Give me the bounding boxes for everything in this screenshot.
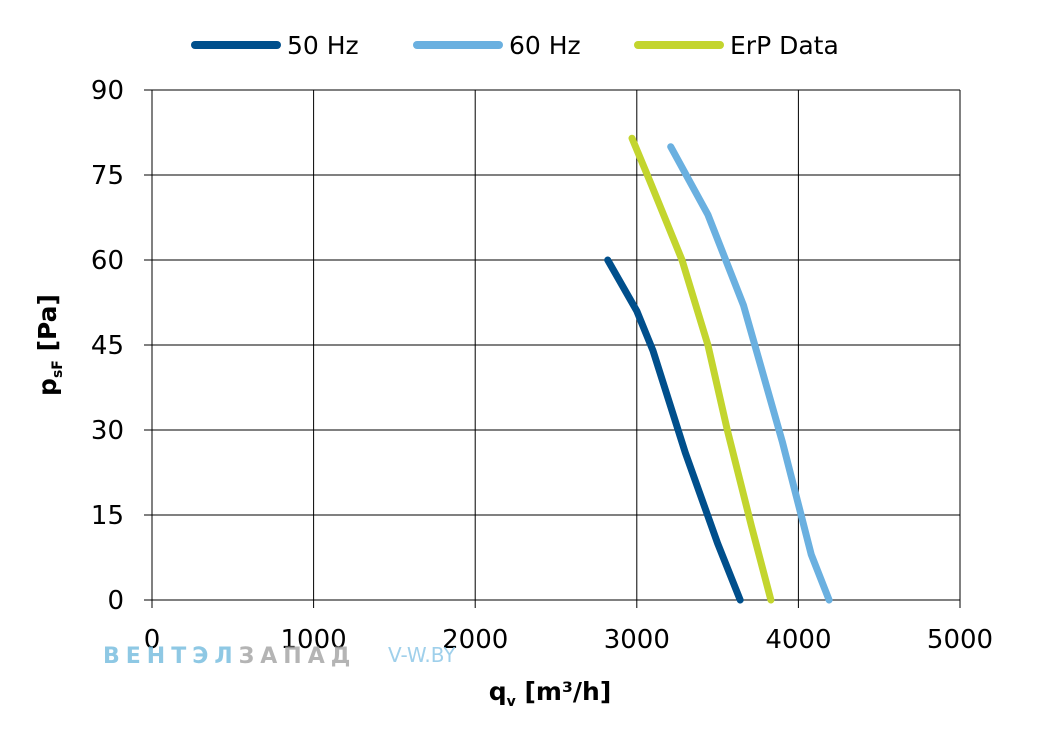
series-line	[628, 134, 775, 604]
x-tick-label: 3000	[604, 625, 670, 655]
watermark-brand-part2: ЗАПАД	[239, 644, 357, 669]
y-tick-label: 15	[91, 501, 124, 531]
y-tick-label: 30	[91, 416, 124, 446]
legend-label: 50 Hz	[287, 31, 359, 60]
y-tick-label: 60	[91, 246, 124, 276]
series-layer	[604, 134, 833, 604]
legend-label: ErP Data	[730, 31, 839, 60]
y-tick-label: 0	[107, 586, 124, 616]
x-tick-label: 1000	[281, 625, 347, 655]
series-line	[667, 143, 833, 604]
svg-text:ВЕНТЭЛЗАПАД: ВЕНТЭЛЗАПАД	[103, 644, 356, 669]
legend-label: 60 Hz	[509, 31, 581, 60]
series-line	[604, 256, 744, 604]
x-tick-label: 5000	[927, 625, 993, 655]
y-axis-title: psF [Pa]	[33, 294, 66, 396]
x-tick-label: 4000	[765, 625, 831, 655]
y-tick-label: 45	[91, 331, 124, 361]
y-tick-label: 75	[91, 161, 124, 191]
grid	[144, 89, 961, 608]
x-tick-label: 2000	[442, 625, 508, 655]
watermark-brand-part1: ВЕНТЭЛ	[103, 644, 239, 669]
x-tick-labels: 0 1000 2000 3000 4000 5000	[144, 625, 993, 655]
y-tick-labels: 0 15 30 45 60 75 90	[91, 76, 124, 616]
x-axis-title: qv [m³/h]	[489, 677, 612, 710]
watermark-site: V-W.BY	[388, 643, 456, 667]
legend: 50 Hz 60 Hz ErP Data	[191, 31, 839, 60]
watermark: ВЕНТЭЛЗАПАД V-W.BY	[103, 643, 456, 669]
y-tick-label: 90	[91, 76, 124, 106]
x-tick-label: 0	[144, 625, 161, 655]
